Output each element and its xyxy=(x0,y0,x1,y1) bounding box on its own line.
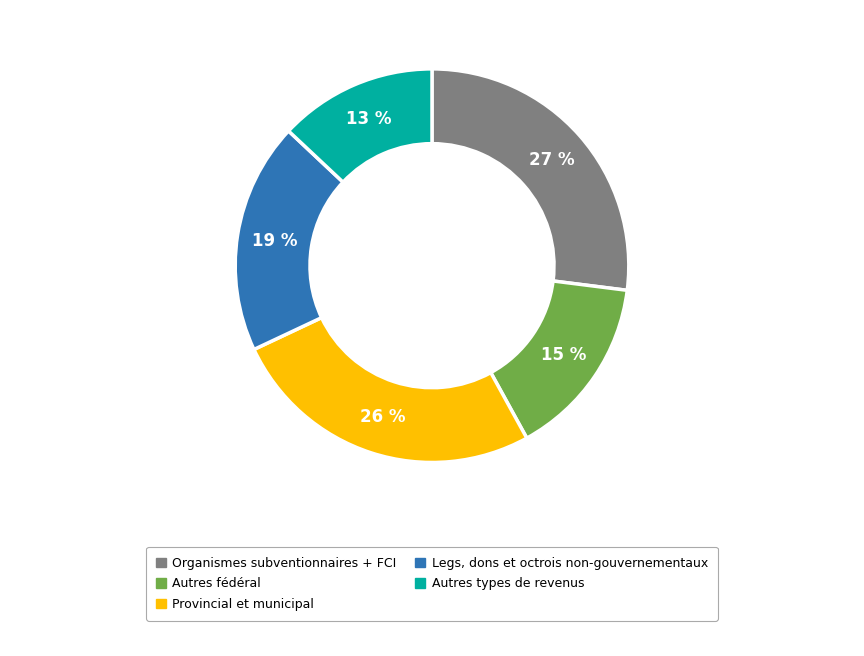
Text: 13 %: 13 % xyxy=(346,110,391,129)
Legend: Organismes subventionnaires + FCI, Autres fédéral, Provincial et municipal, Legs: Organismes subventionnaires + FCI, Autre… xyxy=(146,547,718,621)
Text: 19 %: 19 % xyxy=(251,232,297,250)
Wedge shape xyxy=(432,69,629,291)
Wedge shape xyxy=(491,281,627,438)
Text: 26 %: 26 % xyxy=(360,408,405,426)
Wedge shape xyxy=(235,131,343,350)
Text: 15 %: 15 % xyxy=(541,346,587,364)
Wedge shape xyxy=(254,318,527,462)
Text: 27 %: 27 % xyxy=(529,152,575,169)
Wedge shape xyxy=(289,69,432,182)
